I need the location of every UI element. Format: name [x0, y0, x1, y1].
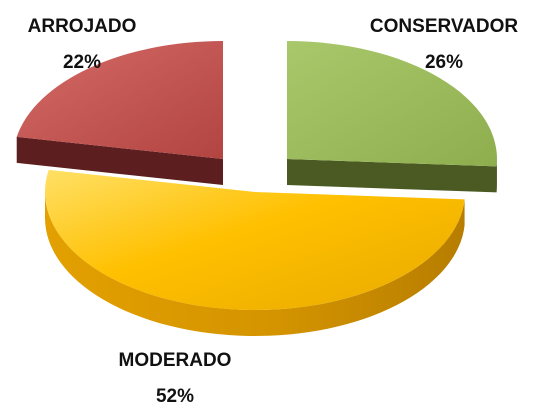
slice-side-moderado	[45, 192, 465, 336]
slice-label-conservador: CONSERVADOR	[370, 16, 518, 37]
slice-conservador	[287, 41, 498, 167]
slice-value-moderado: 52%	[156, 386, 194, 407]
slice-value-arrojado: 22%	[63, 52, 101, 73]
slice-label-arrojado: ARROJADO	[28, 16, 137, 37]
slice-arrojado	[16, 41, 223, 159]
slice-value-conservador: 26%	[425, 52, 463, 73]
slice-label-moderado: MODERADO	[119, 350, 232, 371]
slice-moderado	[44, 169, 465, 310]
slice-wall-conservador	[287, 159, 497, 193]
slice-wall-arrojado	[16, 136, 223, 185]
